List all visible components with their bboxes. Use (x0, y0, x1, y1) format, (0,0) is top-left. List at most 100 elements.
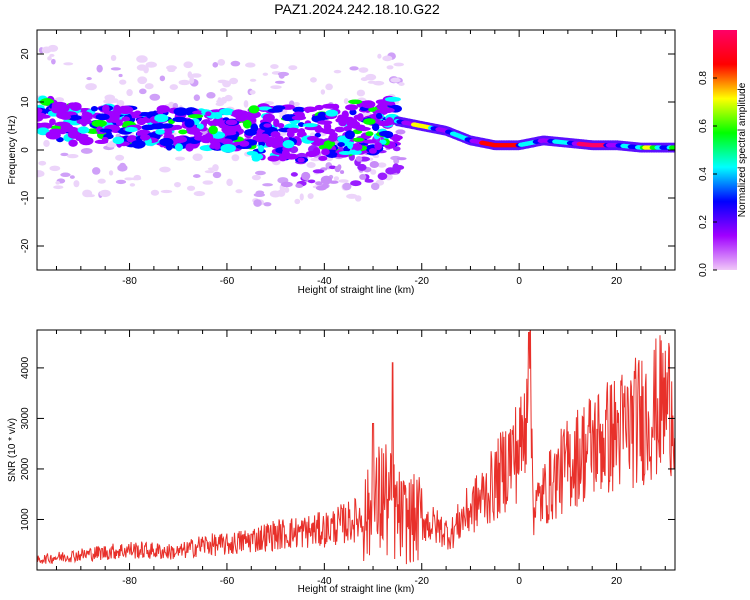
spectrogram-cell (325, 109, 339, 117)
spectrogram-cell (116, 99, 125, 107)
spectrogram-cell (50, 125, 64, 130)
snr-xlabel: Height of straight line (km) (298, 584, 415, 595)
spectrogram-cell (174, 181, 181, 188)
spectrogram-cell (172, 124, 183, 130)
snr-frame (36, 329, 676, 571)
spectrogram-cell (294, 198, 301, 205)
spectrogram-cell (172, 135, 188, 144)
spectrogram-cell (338, 150, 353, 156)
spectrogram-cell (165, 142, 173, 151)
spectrogram-cell (333, 176, 340, 181)
spectrogram-cell (278, 72, 285, 79)
spectrogram-cell (284, 187, 290, 193)
spectrogram-xtick-label: 0 (516, 276, 522, 287)
spectrogram-cell (82, 189, 93, 198)
spectrogram-cell (126, 89, 133, 97)
spectrogram-cell (369, 160, 380, 168)
spectrogram-cell (248, 105, 260, 114)
spectrogram-cell (81, 111, 91, 117)
spectrogram-cell (291, 115, 307, 121)
spectrogram-cell (306, 162, 316, 169)
spectrogram-cell (317, 111, 327, 118)
spectrogram-cell (212, 62, 219, 68)
spectrogram-cell (272, 142, 281, 148)
spectrogram-cell (338, 179, 349, 183)
spectrogram-ytick-label: -10 (20, 190, 31, 205)
spectrogram-cell (221, 130, 237, 136)
spectrogram-cell (39, 98, 55, 106)
spectrogram-cell (111, 112, 120, 122)
spectrogram-cell (246, 150, 259, 156)
spectrogram-cell (189, 76, 195, 84)
spectrogram-cell (280, 181, 293, 188)
spectrogram-cell (124, 126, 138, 133)
spectrogram-cell (262, 72, 269, 76)
spectrogram-cell (337, 142, 345, 148)
snr-series-line (37, 330, 675, 565)
spectrogram-cell (91, 119, 107, 128)
spectrogram-cell (51, 101, 67, 107)
spectrogram-cell (377, 172, 388, 181)
spectrogram-cell (368, 157, 374, 161)
spectrogram-cell (209, 143, 218, 149)
spectrogram-cell (350, 180, 362, 187)
spectrogram-cell (337, 114, 345, 122)
spectrogram-cell (358, 67, 369, 73)
spectrogram-cell (160, 123, 174, 129)
spectrogram-cell (60, 172, 71, 178)
spectrogram-cell (96, 64, 103, 73)
spectrogram-ytick-label: -20 (20, 238, 31, 253)
spectrogram-cell (194, 135, 206, 141)
spectrogram-cell (190, 73, 202, 78)
spectrogram-cell (51, 58, 56, 65)
spectrogram-cell (154, 113, 169, 123)
spectrogram-cell (377, 53, 382, 59)
snr-xtick-label: -80 (122, 576, 137, 587)
spectrogram-cell (118, 73, 123, 78)
spectrogram-cell (282, 114, 295, 122)
spectrogram-cell (307, 193, 314, 199)
spectrogram-cell (375, 112, 383, 119)
spectrogram-cell (368, 148, 377, 154)
spectrogram-cell (320, 175, 332, 185)
spectrogram-cell (363, 118, 376, 125)
spectrogram-cell (377, 162, 387, 168)
snr-ytick-label: 4000 (20, 356, 31, 379)
spectrogram-cell (38, 160, 47, 166)
spectrogram-cell (312, 147, 321, 156)
spectrogram-cell (37, 170, 45, 178)
spectrogram-cell (262, 183, 273, 187)
spectrogram-cell (45, 132, 60, 137)
spectrogram-cell (85, 83, 97, 91)
spectrogram-cell (206, 92, 216, 99)
spectrogram-cell (328, 134, 338, 142)
spectrogram-cell (337, 164, 342, 170)
spectrogram-cell (263, 123, 272, 128)
spectrogram-cell (249, 78, 257, 82)
spectrogram-cell (242, 119, 252, 129)
spectrogram-cell (178, 129, 188, 135)
spectrogram-cell (270, 64, 279, 69)
spectrogram-cell (159, 75, 166, 82)
colorbar-tick-label: 0.4 (698, 167, 709, 181)
spectrogram-cell (284, 153, 299, 160)
spectrogram-cell (298, 128, 306, 135)
colorbar-ticks: 0.0 0.2 0.4 0.6 0.8 (698, 71, 717, 277)
spectrogram-ylabel: Frequency (Hz) (7, 116, 18, 185)
spectrogram-cell (205, 111, 212, 117)
colorbar: 0.0 0.2 0.4 0.6 0.8 Normalized spectral ampl… (698, 30, 748, 277)
spectrogram-cell (67, 130, 81, 139)
spectrogram-cell (121, 116, 131, 122)
spectrogram-cell (290, 172, 298, 177)
spectrogram-cell (110, 54, 117, 61)
spectrogram-cell (220, 96, 228, 104)
spectrogram-cell (262, 113, 275, 122)
spectrogram-cell (222, 80, 232, 88)
spectrogram-xtick-label: -60 (220, 276, 235, 287)
spectrogram-cell (69, 175, 75, 179)
spectrogram-cell (357, 163, 367, 171)
spectrogram-cell (136, 55, 148, 63)
spectrogram-cell (178, 79, 191, 86)
spectrogram-cell (384, 96, 401, 102)
spectrogram-cell (353, 114, 362, 120)
